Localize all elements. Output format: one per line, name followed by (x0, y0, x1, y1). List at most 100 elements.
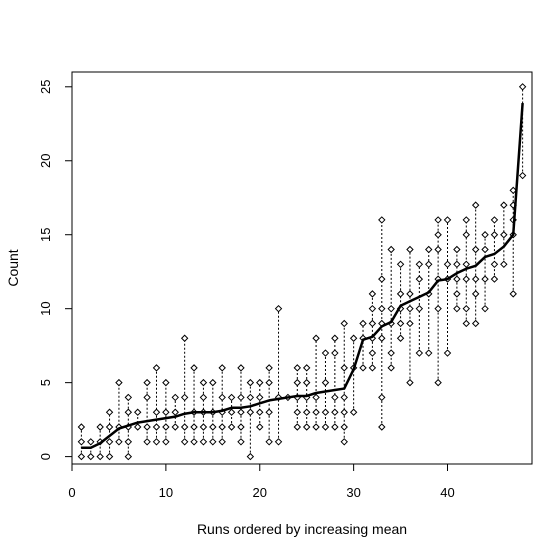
data-point (331, 408, 339, 416)
data-point (302, 423, 311, 431)
data-point (115, 378, 123, 387)
data-point (368, 290, 377, 298)
data-point (340, 408, 348, 416)
data-point (321, 423, 330, 431)
data-point (518, 171, 527, 180)
data-point (312, 334, 320, 342)
data-point (500, 231, 508, 239)
data-point (237, 423, 245, 431)
data-point (218, 393, 226, 402)
data-point (443, 260, 452, 269)
data-point (453, 245, 461, 254)
data-point (96, 452, 104, 461)
data-point (340, 423, 348, 431)
data-point (171, 393, 179, 402)
data-point (378, 334, 386, 342)
data-point (143, 393, 151, 402)
data-point (349, 408, 358, 416)
data-point (218, 423, 226, 431)
data-point (349, 334, 358, 342)
data-point (481, 304, 489, 313)
data-point (368, 349, 377, 357)
data-point (77, 423, 86, 431)
data-point (378, 216, 386, 224)
data-point (124, 438, 133, 446)
data-point (406, 245, 414, 254)
data-point (134, 423, 142, 431)
data-point (434, 245, 442, 254)
data-point (180, 423, 189, 431)
data-point (312, 423, 320, 431)
data-point (453, 260, 461, 269)
x-tick-label: 40 (440, 485, 454, 500)
data-point (162, 438, 170, 446)
data-point (387, 349, 395, 357)
data-point (490, 216, 499, 224)
data-point (96, 423, 104, 431)
data-point (453, 304, 461, 313)
data-point (218, 438, 226, 446)
data-point (443, 349, 452, 357)
data-point (368, 364, 377, 372)
data-point (302, 378, 311, 387)
data-point (462, 260, 470, 269)
data-point (265, 378, 273, 387)
data-point (180, 393, 189, 402)
data-point (302, 364, 311, 372)
data-point (406, 304, 414, 313)
data-point (387, 245, 395, 254)
data-point (77, 438, 86, 446)
data-point (378, 304, 386, 313)
data-point (302, 408, 311, 416)
data-point (162, 423, 170, 431)
data-point (434, 304, 442, 313)
data-point (415, 275, 424, 283)
data-point (471, 245, 480, 254)
data-point (359, 364, 367, 372)
x-tick-label: 10 (159, 485, 173, 500)
data-point (453, 275, 461, 283)
x-tick-label: 20 (253, 485, 267, 500)
y-axis: 0 5 10 15 20 25 (38, 80, 72, 460)
data-point (246, 408, 255, 416)
mean-line-group (81, 102, 524, 449)
data-point (124, 452, 133, 461)
data-point (152, 423, 161, 431)
data-point (471, 201, 480, 209)
data-point (199, 378, 208, 387)
data-point (509, 290, 517, 298)
y-tick-label: 0 (38, 453, 53, 460)
data-point (237, 438, 245, 446)
data-point (265, 364, 273, 372)
data-point (312, 393, 320, 402)
data-point (115, 438, 123, 446)
data-point (331, 393, 339, 402)
data-point (87, 452, 95, 461)
data-point (143, 378, 151, 387)
data-point (490, 260, 499, 269)
data-point (265, 438, 273, 446)
data-point (152, 408, 161, 416)
data-point (105, 438, 114, 446)
data-point (462, 231, 470, 239)
data-point (293, 423, 302, 431)
data-point (415, 304, 424, 313)
data-point (396, 319, 405, 328)
x-axis: 0 10 20 30 40 (68, 464, 455, 500)
data-point (209, 423, 217, 431)
y-tick-label: 20 (38, 154, 53, 168)
data-point (331, 423, 339, 431)
data-point (227, 423, 236, 431)
data-point (443, 216, 452, 224)
data-point (218, 364, 226, 372)
x-tick-label: 0 (68, 485, 75, 500)
data-point (152, 438, 161, 446)
data-point (331, 334, 339, 342)
data-point (265, 408, 273, 416)
data-point (340, 319, 348, 328)
data-point (105, 452, 114, 461)
data-point (209, 378, 217, 387)
data-point (237, 364, 245, 372)
data-point (500, 201, 508, 209)
